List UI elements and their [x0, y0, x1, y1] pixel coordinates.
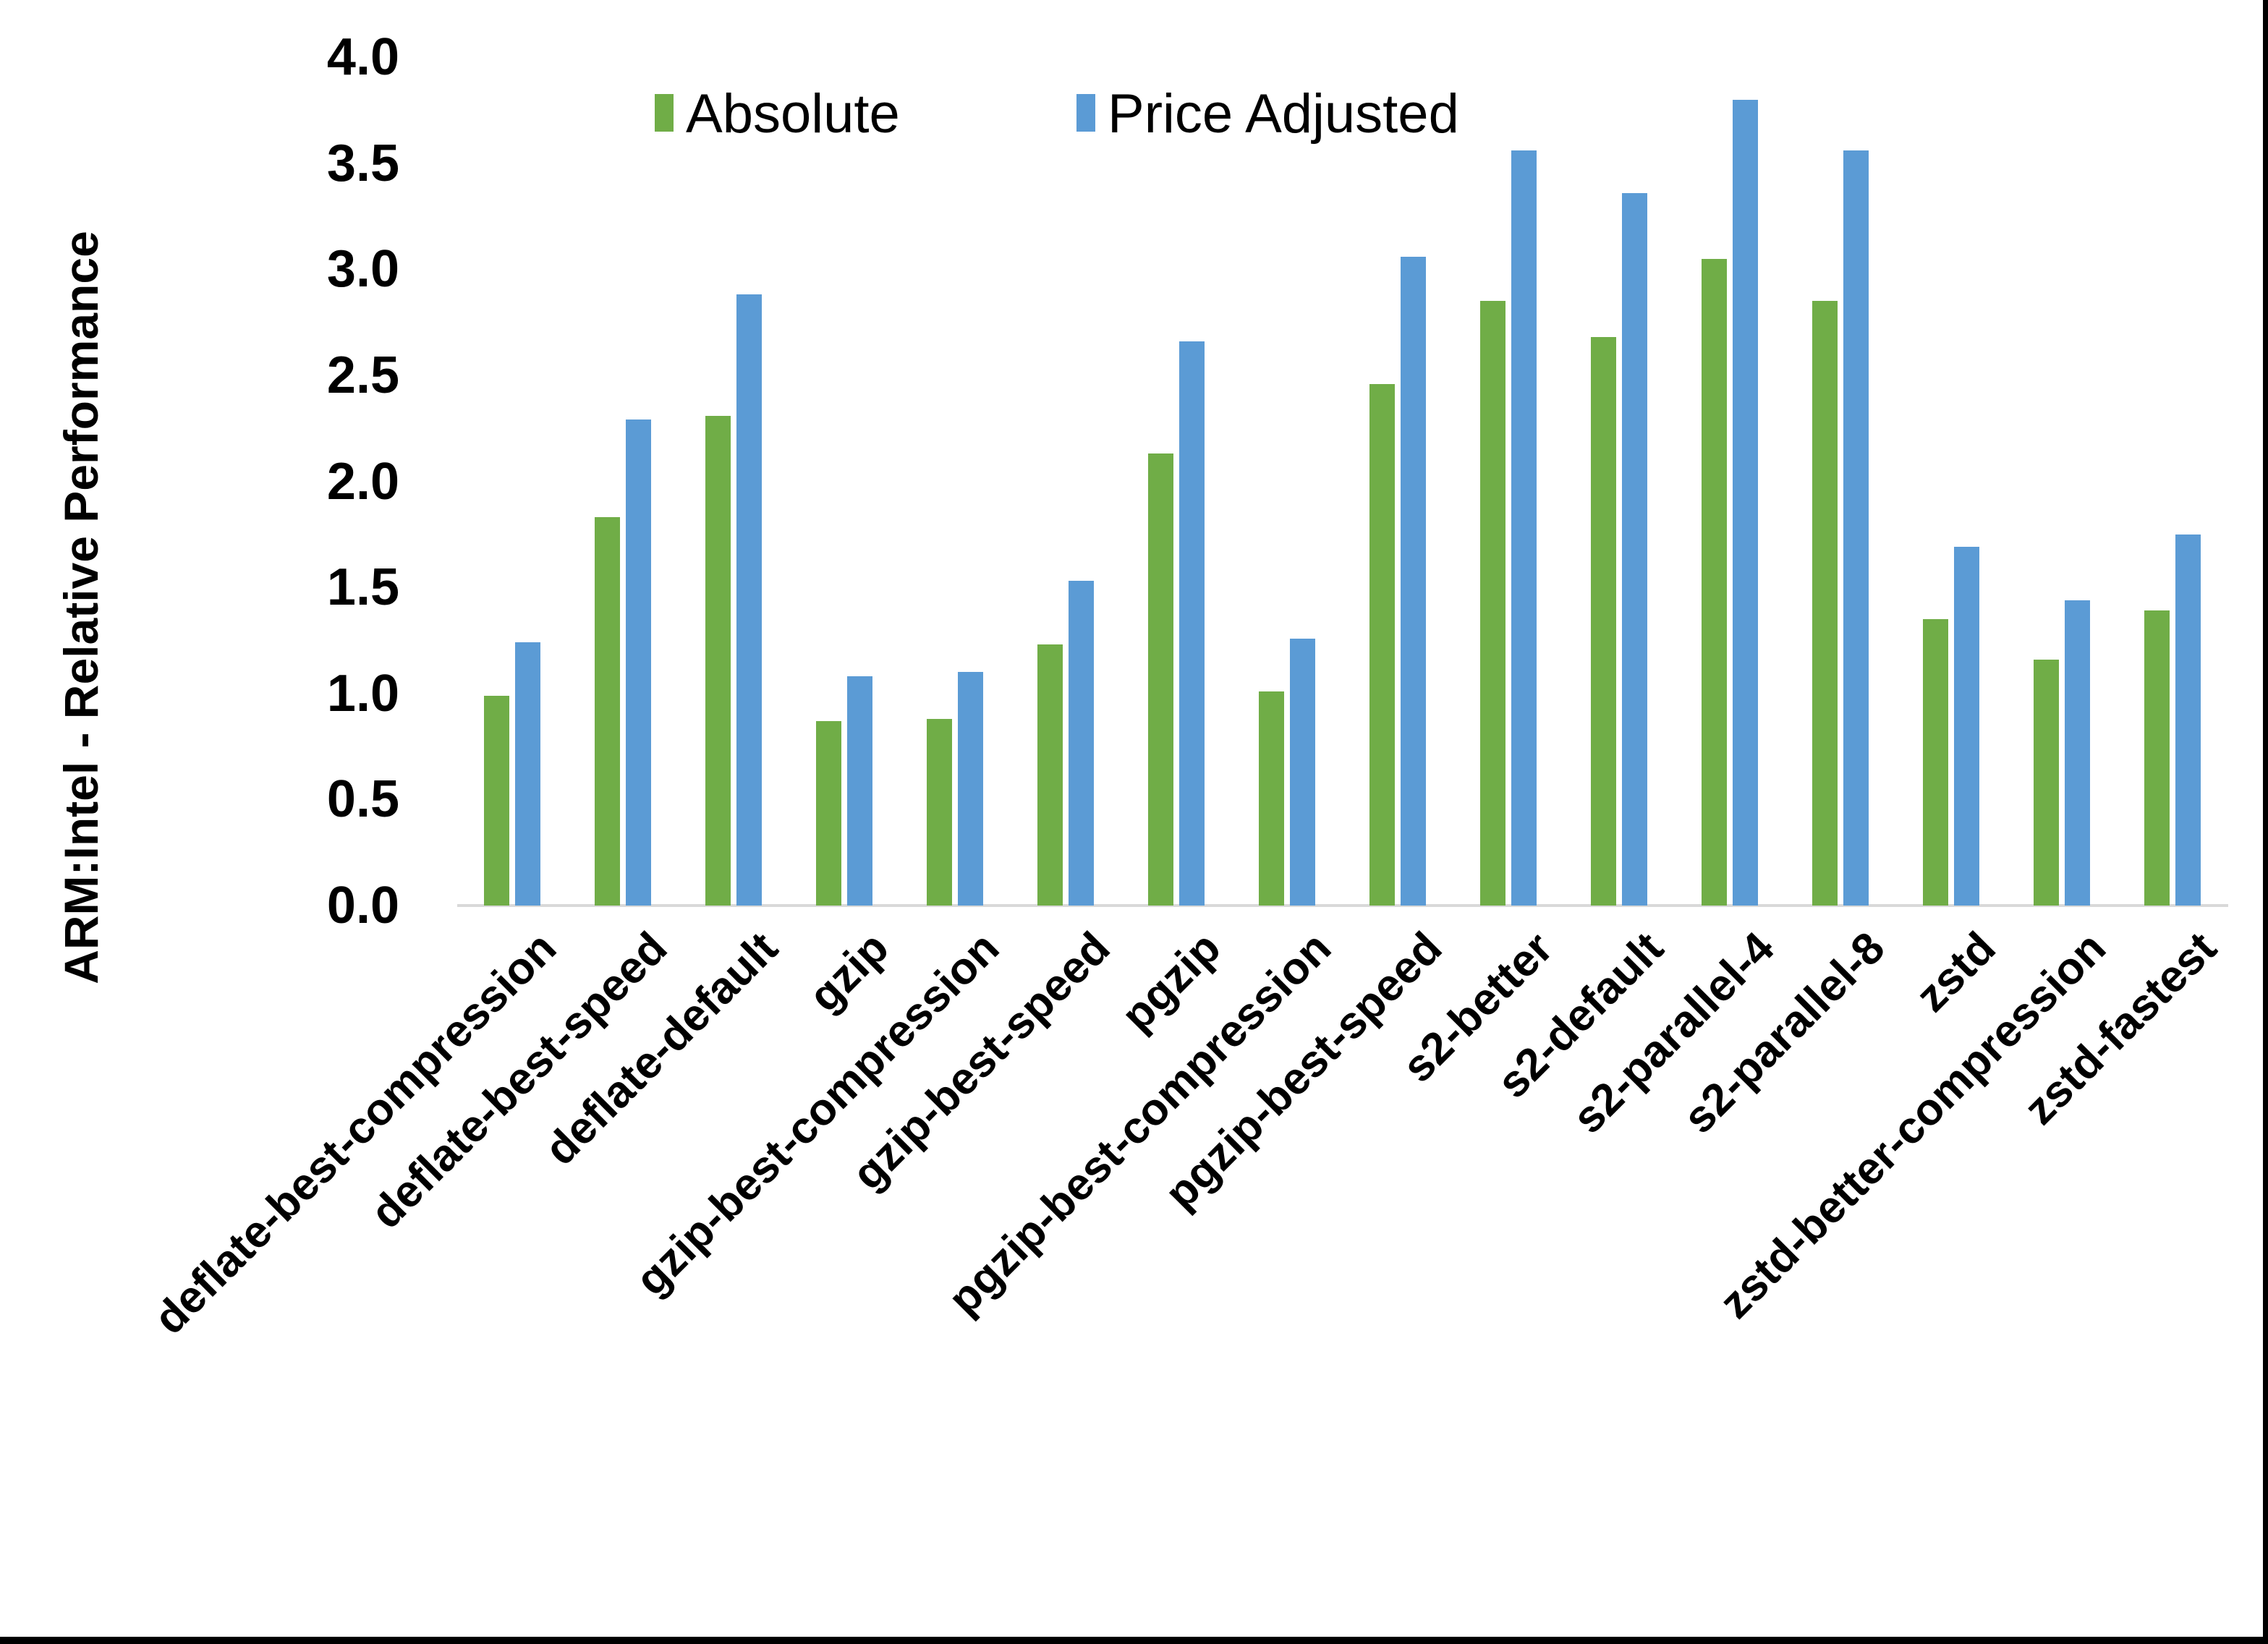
bar-price-adjusted-s2-parallel-8 [1843, 150, 1869, 906]
bar-price-adjusted-pgzip-best-compression [1289, 638, 1315, 906]
bar-absolute-s2-parallel-4 [1701, 258, 1727, 906]
bar-absolute-pgzip-best-compression [1258, 691, 1284, 906]
y-axis-tick-label: 0.5 [326, 770, 399, 829]
frame-border-right [2263, 0, 2268, 1644]
y-axis-tick-label: 2.0 [326, 452, 399, 511]
bar-price-adjusted-gzip-best-speed [1068, 581, 1094, 906]
y-axis-tick-label: 1.5 [326, 558, 399, 617]
bar-price-adjusted-zstd-fastest [2175, 534, 2201, 906]
bar-absolute-deflate-best-compression [483, 695, 509, 906]
bar-absolute-gzip [815, 720, 841, 906]
bar-absolute-pgzip-best-speed [1369, 383, 1395, 906]
bar-absolute-pgzip [1147, 453, 1173, 906]
bar-absolute-gzip-best-compression [926, 718, 952, 906]
bar-absolute-s2-default [1590, 337, 1616, 906]
bar-price-adjusted-s2-parallel-4 [1732, 99, 1758, 906]
bar-absolute-zstd [1922, 619, 1948, 906]
bar-price-adjusted-s2-default [1621, 192, 1647, 906]
legend-label-absolute: Absolute [686, 83, 900, 145]
legend-swatch-price-adjusted [1076, 94, 1095, 132]
bar-price-adjusted-pgzip [1178, 341, 1205, 906]
x-axis-label-deflate-best-compression: deflate-best-compression [144, 922, 566, 1345]
bar-price-adjusted-deflate-default [736, 294, 762, 906]
legend-label-price-adjusted: Price Adjusted [1108, 83, 1459, 145]
bar-absolute-s2-parallel-8 [1812, 301, 1838, 906]
y-axis-title: ARM:Intel - Relative Performance [54, 231, 108, 984]
x-axis-label-zstd: zstd [1906, 922, 2005, 1022]
y-axis-tick-label: 0.0 [326, 877, 399, 934]
bar-absolute-deflate-best-speed [594, 517, 620, 906]
frame-border-bottom [0, 1637, 2268, 1644]
y-axis-tick-label: 3.5 [326, 134, 399, 192]
bar-price-adjusted-deflate-best-compression [514, 642, 540, 906]
bar-absolute-zstd-fastest [2144, 610, 2170, 906]
bar-price-adjusted-gzip [846, 676, 872, 906]
bar-price-adjusted-pgzip-best-speed [1400, 256, 1426, 906]
x-axis-line [457, 904, 2228, 907]
bar-absolute-deflate-default [705, 415, 731, 906]
y-axis-tick-label: 1.0 [326, 664, 399, 723]
bar-price-adjusted-zstd [1953, 547, 1979, 906]
bar-price-adjusted-s2-better [1511, 150, 1537, 906]
bar-price-adjusted-deflate-best-speed [625, 419, 651, 906]
x-axis-label-gzip: gzip [799, 922, 899, 1022]
legend-swatch-absolute [655, 94, 674, 132]
bar-price-adjusted-gzip-best-compression [957, 672, 983, 906]
y-axis-tick-label: 2.5 [326, 346, 399, 404]
bar-absolute-gzip-best-speed [1037, 644, 1063, 906]
bar-absolute-s2-better [1479, 301, 1505, 906]
bar-price-adjusted-zstd-better-compression [2064, 600, 2090, 906]
y-axis-tick-label: 4.0 [326, 28, 399, 86]
y-axis-tick-label: 3.0 [326, 240, 399, 299]
bar-absolute-zstd-better-compression [2033, 659, 2059, 906]
